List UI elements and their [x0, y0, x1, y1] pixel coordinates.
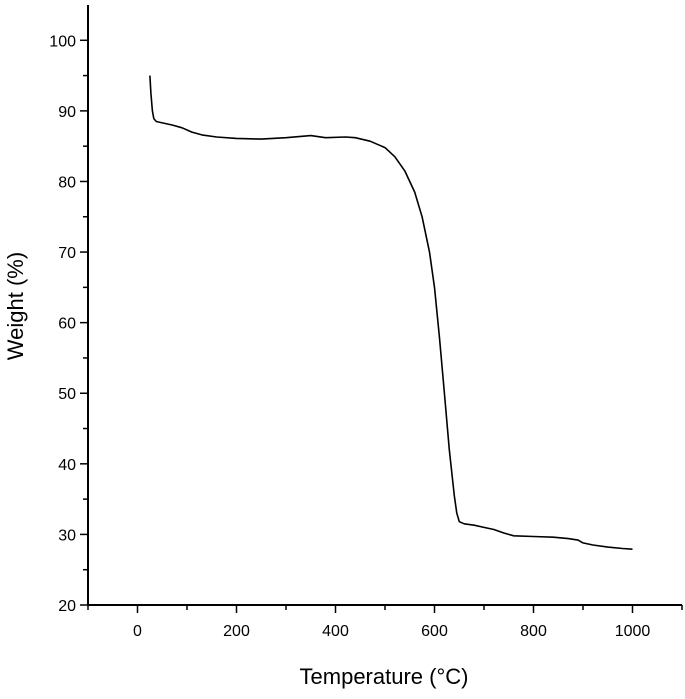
x-tick-label: 600 — [421, 623, 448, 640]
x-tick-label: 0 — [133, 623, 142, 640]
x-tick-label: 400 — [322, 623, 349, 640]
x-axis-label: Temperature (°C) — [300, 664, 469, 689]
y-axis-label: Weight (%) — [3, 252, 28, 360]
x-tick-label: 200 — [223, 623, 250, 640]
y-tick-label: 60 — [58, 316, 76, 333]
weight-loss-curve — [149, 75, 633, 550]
y-tick-label: 30 — [58, 527, 76, 544]
ticks: 0 200 400 600 800 1000 20 30 40 50 60 70 80 90 100 — [49, 33, 683, 640]
axes — [87, 5, 682, 606]
y-tick-label: 20 — [58, 598, 76, 615]
x-tick-label: 1000 — [615, 623, 651, 640]
series — [149, 75, 633, 550]
y-tick-label: 100 — [49, 33, 76, 50]
y-tick-label: 40 — [58, 457, 76, 474]
y-tick-label: 80 — [58, 174, 76, 191]
y-tick-label: 90 — [58, 104, 76, 121]
x-tick-label: 800 — [520, 623, 547, 640]
y-tick-label: 50 — [58, 386, 76, 403]
y-tick-label: 70 — [58, 245, 76, 262]
